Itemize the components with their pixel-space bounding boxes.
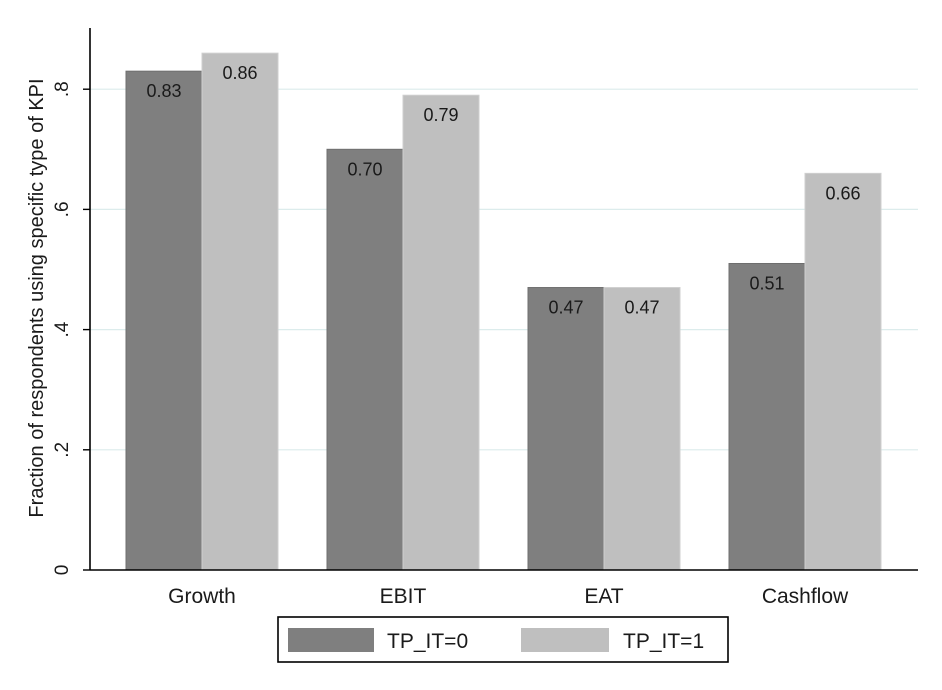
bar-value-labels: 0.83 0.86 0.70 0.79 0.47 0.47 0.51 0.66 [146, 63, 860, 317]
bars [125, 52, 882, 571]
bar-growth-series-0 [125, 70, 203, 571]
bar-cashflow-series-1 [804, 172, 882, 571]
x-axis-category-labels: Growth EBIT EAT Cashflow [168, 585, 849, 608]
bar-value-label: 0.86 [222, 63, 257, 83]
category-label-ebit: EBIT [380, 585, 427, 608]
bar-ebit-series-0 [326, 148, 404, 571]
legend: TP_IT=0 TP_IT=1 [277, 616, 729, 663]
y-axis-ticks: 0 .2 .4 .6 .8 [52, 81, 90, 575]
bar-value-label: 0.79 [423, 105, 458, 125]
legend-label-tp-it-1: TP_IT=1 [623, 630, 704, 653]
bar-value-label: 0.47 [624, 298, 659, 318]
bar-value-label: 0.70 [347, 159, 382, 179]
bar-cashflow-series-0 [728, 262, 806, 571]
legend-label-tp-it-0: TP_IT=0 [387, 630, 468, 653]
y-tick-label: .2 [52, 442, 73, 458]
bar-growth-series-1 [201, 52, 279, 571]
bar-ebit-series-1 [402, 94, 480, 571]
y-tick-label: .4 [52, 321, 73, 337]
bar-value-label: 0.47 [548, 298, 583, 318]
y-tick-label: .8 [52, 81, 73, 97]
category-label-cashflow: Cashflow [762, 585, 849, 608]
category-label-eat: EAT [584, 585, 623, 608]
y-tick-label: .6 [52, 201, 73, 217]
bar-value-label: 0.51 [749, 273, 784, 293]
bar-eat-series-0 [527, 287, 605, 571]
y-axis-title: Fraction of respondents using specific t… [26, 78, 48, 517]
bar-value-label: 0.66 [825, 183, 860, 203]
category-label-growth: Growth [168, 585, 236, 608]
axes [89, 28, 918, 571]
bar-eat-series-1 [603, 287, 681, 571]
y-tick-label: 0 [52, 565, 73, 576]
legend-swatch-tp-it-1 [521, 628, 609, 652]
bar-value-label: 0.83 [146, 81, 181, 101]
legend-swatch-tp-it-0 [288, 628, 374, 652]
